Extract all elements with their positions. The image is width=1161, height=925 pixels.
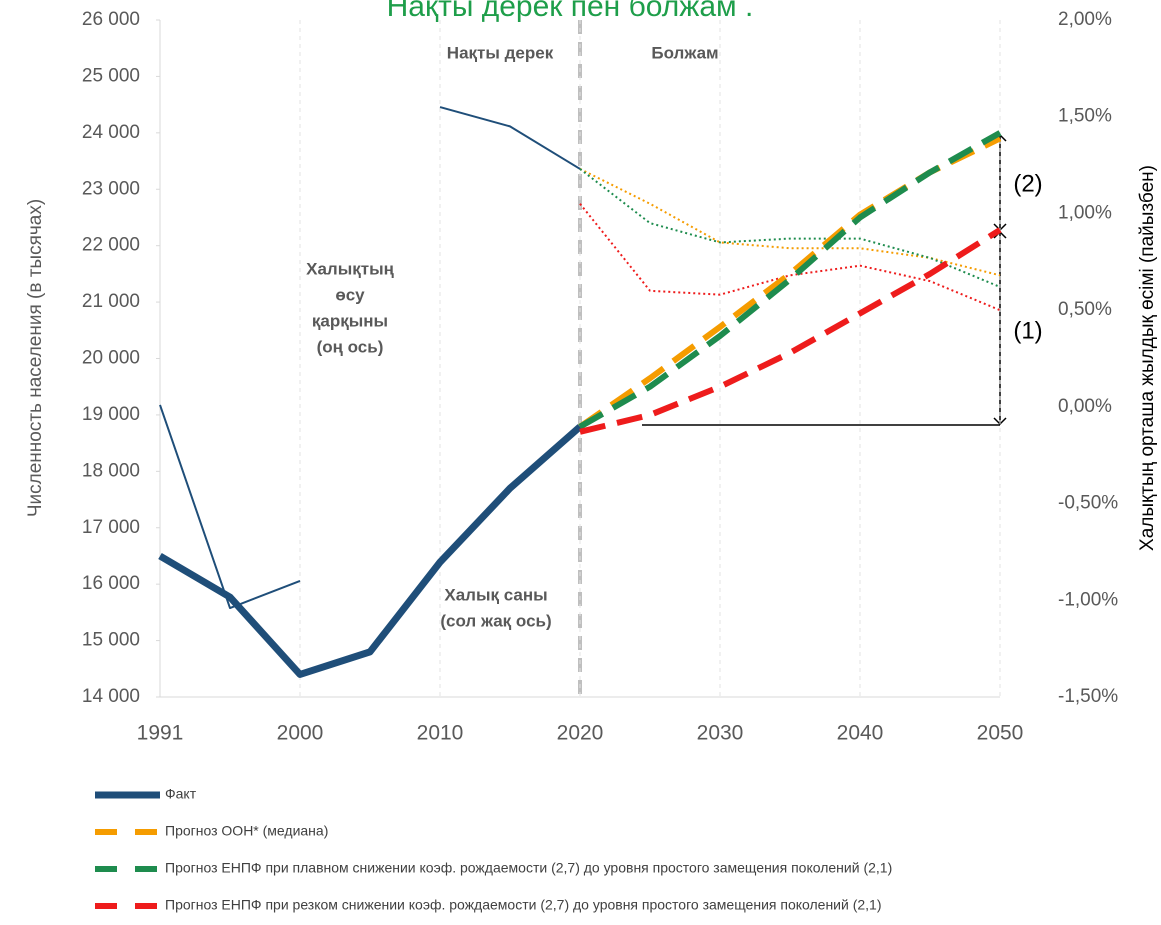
- y-tick-label: 22 000: [82, 235, 140, 256]
- y2-tick-label: 0,00%: [1058, 396, 1112, 417]
- annotation: Болжам: [651, 43, 718, 62]
- y2-tick-label: 0,50%: [1058, 299, 1112, 320]
- x-tick-label: 2000: [277, 722, 324, 745]
- annotation: (1): [1013, 317, 1042, 344]
- y-tick-label: 26 000: [82, 9, 140, 30]
- y-tick-label: 15 000: [82, 630, 140, 651]
- annotation: қарқыны: [312, 311, 388, 330]
- y2-tick-label: -1,00%: [1058, 589, 1118, 610]
- x-tick-label: 2010: [417, 722, 464, 745]
- y-tick-label: 21 000: [82, 291, 140, 312]
- series-line: [579, 168, 1001, 277]
- y2-tick-label: 1,00%: [1058, 202, 1112, 223]
- annotation: (оң ось): [317, 337, 384, 356]
- y2-axis-label: Халықтың орташа жылдық өсімі (пайызбен): [1137, 165, 1158, 551]
- y2-tick-label: -0,50%: [1058, 493, 1118, 514]
- series-line: [159, 106, 581, 610]
- chart-title: Нақты дерек пен болжам .: [387, 0, 754, 23]
- y-tick-label: 14 000: [82, 686, 140, 707]
- y-tick-label: 23 000: [82, 178, 140, 199]
- series-line: [578, 130, 1002, 430]
- annotation: Халықтың: [306, 259, 394, 278]
- annotation: (2): [1013, 170, 1042, 197]
- annotation: өсу: [335, 285, 365, 304]
- y2-tick-label: 1,50%: [1058, 106, 1112, 127]
- y-tick-label: 25 000: [82, 65, 140, 86]
- series-line: [579, 227, 1002, 435]
- x-tick-label: 2050: [977, 722, 1024, 745]
- y-tick-label: 19 000: [82, 404, 140, 425]
- legend-label: Факт: [165, 786, 197, 802]
- legend-label: Прогноз ООН* (медиана): [165, 823, 328, 839]
- annotation: (сол жақ ось): [440, 611, 551, 630]
- y2-tick-label: -1,50%: [1058, 686, 1118, 707]
- x-tick-label: 2030: [697, 722, 744, 745]
- series-line: [579, 203, 1001, 312]
- annotation: Нақты дерек: [447, 43, 554, 62]
- x-tick-label: 1991: [137, 722, 184, 745]
- x-tick-label: 2040: [837, 722, 884, 745]
- y2-tick-label: 2,00%: [1058, 9, 1112, 30]
- x-tick-label: 2020: [557, 722, 604, 745]
- y-axis-label: Численность населения (в тысячах): [25, 199, 46, 517]
- y-tick-label: 18 000: [82, 460, 140, 481]
- legend-label: Прогноз ЕНПФ при плавном снижении коэф. …: [165, 860, 892, 876]
- series-line: [158, 424, 583, 678]
- annotation: Халық саны: [444, 585, 547, 604]
- y-tick-label: 24 000: [82, 122, 140, 143]
- y-tick-label: 16 000: [82, 573, 140, 594]
- y-tick-label: 17 000: [82, 517, 140, 538]
- legend-label: Прогноз ЕНПФ при резком снижении коэф. р…: [165, 897, 882, 913]
- series-line: [579, 168, 1001, 288]
- y-tick-label: 20 000: [82, 348, 140, 369]
